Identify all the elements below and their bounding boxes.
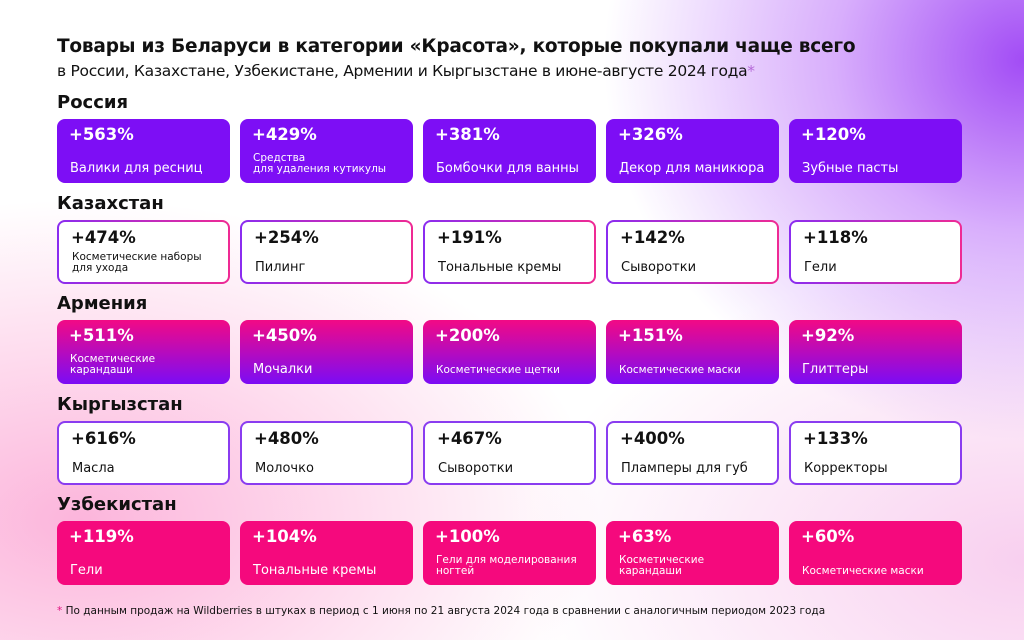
growth-percent: +60% (801, 527, 855, 546)
growth-percent: +151% (618, 326, 683, 345)
growth-percent: +467% (437, 428, 502, 448)
product-card: +142% Сыворотки (606, 220, 779, 284)
product-label: Валики для ресниц (70, 161, 203, 176)
product-card: +511% Косметические карандаши (57, 320, 230, 384)
growth-percent: +63% (618, 527, 672, 546)
product-card: +60% Косметические маски (789, 521, 962, 585)
product-card: +118% Гели (789, 220, 962, 284)
product-card: +104% Тональные кремы (240, 521, 413, 585)
growth-percent: +142% (620, 227, 685, 247)
product-label: Гели (70, 563, 103, 578)
growth-percent: +326% (618, 125, 683, 144)
product-label: Бомбочки для ванны (436, 161, 579, 176)
growth-percent: +616% (71, 428, 136, 448)
product-label: Тональные кремы (253, 563, 377, 578)
product-card: +119% Гели (57, 521, 230, 585)
product-label: Косметические щетки (436, 364, 561, 376)
product-label: Сыворотки (438, 460, 514, 476)
growth-percent: +200% (435, 326, 500, 345)
product-label: Сыворотки (621, 259, 697, 275)
product-card: +400% Пламперы для губ (606, 420, 779, 485)
product-label: Корректоры (804, 460, 888, 476)
footnote-text: По данным продаж на Wildberries в штуках… (65, 605, 826, 617)
growth-percent: +474% (71, 227, 136, 247)
page-title: Товары из Беларуси в категории «Красота»… (57, 36, 856, 57)
product-card: +467% Сыворотки (423, 420, 596, 485)
growth-percent: +133% (803, 428, 868, 448)
product-label: Пилинг (255, 259, 306, 275)
product-card: +450% Мочалки (240, 320, 413, 384)
product-card: +191% Тональные кремы (423, 220, 596, 284)
product-label: Гели для моделирования ногтей (436, 554, 577, 577)
product-label: Косметические маски (619, 364, 741, 376)
section-heading: Россия (57, 92, 129, 113)
product-label: Косметические маски (802, 565, 924, 577)
product-label: Глиттеры (802, 362, 869, 377)
growth-percent: +119% (69, 527, 134, 546)
product-label: Косметические наборы для ухода (72, 250, 202, 274)
product-card: +480% Молочко (240, 420, 413, 485)
product-card: +100% Гели для моделирования ногтей (423, 521, 596, 585)
product-card: +563% Валики для ресниц (57, 119, 230, 183)
growth-percent: +104% (252, 527, 317, 546)
product-card: +92% Глиттеры (789, 320, 962, 384)
section-heading: Узбекистан (57, 494, 177, 515)
product-label: Тональные кремы (438, 259, 562, 275)
product-label: Косметические карандаши (70, 353, 156, 376)
product-card: +381% Бомбочки для ванны (423, 119, 596, 183)
product-label: Пламперы для губ (621, 460, 748, 476)
subtitle-asterisk: * (747, 62, 755, 80)
product-label: Зубные пасты (802, 161, 899, 176)
product-label: Гели (804, 259, 837, 275)
growth-percent: +254% (254, 227, 319, 247)
product-card: +120% Зубные пасты (789, 119, 962, 183)
growth-percent: +381% (435, 125, 500, 144)
footnote-asterisk: * (57, 605, 63, 617)
product-label: Мочалки (253, 362, 313, 377)
product-card: +474% Косметические наборы для ухода (57, 220, 230, 284)
subtitle-text: в России, Казахстане, Узбекистане, Армен… (57, 62, 748, 80)
section-heading: Казахстан (57, 192, 164, 214)
growth-percent: +563% (69, 125, 134, 144)
product-label: Молочко (255, 460, 314, 476)
growth-percent: +511% (69, 326, 134, 345)
product-card: +63% Косметические карандаши (606, 521, 779, 585)
growth-percent: +120% (801, 125, 866, 144)
product-card: +429% Средства для удаления кутикулы (240, 119, 413, 183)
product-card: +151% Косметические маски (606, 320, 779, 384)
product-label: Косметические карандаши (619, 554, 705, 577)
section-heading: Кыргызстан (57, 393, 183, 415)
growth-percent: +191% (437, 227, 502, 247)
growth-percent: +480% (254, 428, 319, 448)
product-card: +616% Масла (57, 420, 230, 485)
product-label: Декор для маникюра (619, 161, 765, 176)
growth-percent: +400% (620, 428, 685, 448)
footnote: * По данным продаж на Wildberries в штук… (57, 605, 825, 617)
product-card: +133% Корректоры (789, 420, 962, 485)
growth-percent: +92% (801, 326, 855, 345)
page-subtitle: в России, Казахстане, Узбекистане, Армен… (57, 62, 755, 80)
product-card: +326% Декор для маникюра (606, 119, 779, 183)
product-card: +254% Пилинг (240, 220, 413, 284)
growth-percent: +450% (252, 326, 317, 345)
product-card: +200% Косметические щетки (423, 320, 596, 384)
growth-percent: +118% (803, 227, 868, 247)
growth-percent: +429% (252, 125, 317, 144)
product-label: Масла (72, 460, 115, 476)
product-label: Средства для удаления кутикулы (253, 152, 387, 175)
growth-percent: +100% (435, 527, 500, 546)
section-heading: Армения (57, 293, 148, 314)
